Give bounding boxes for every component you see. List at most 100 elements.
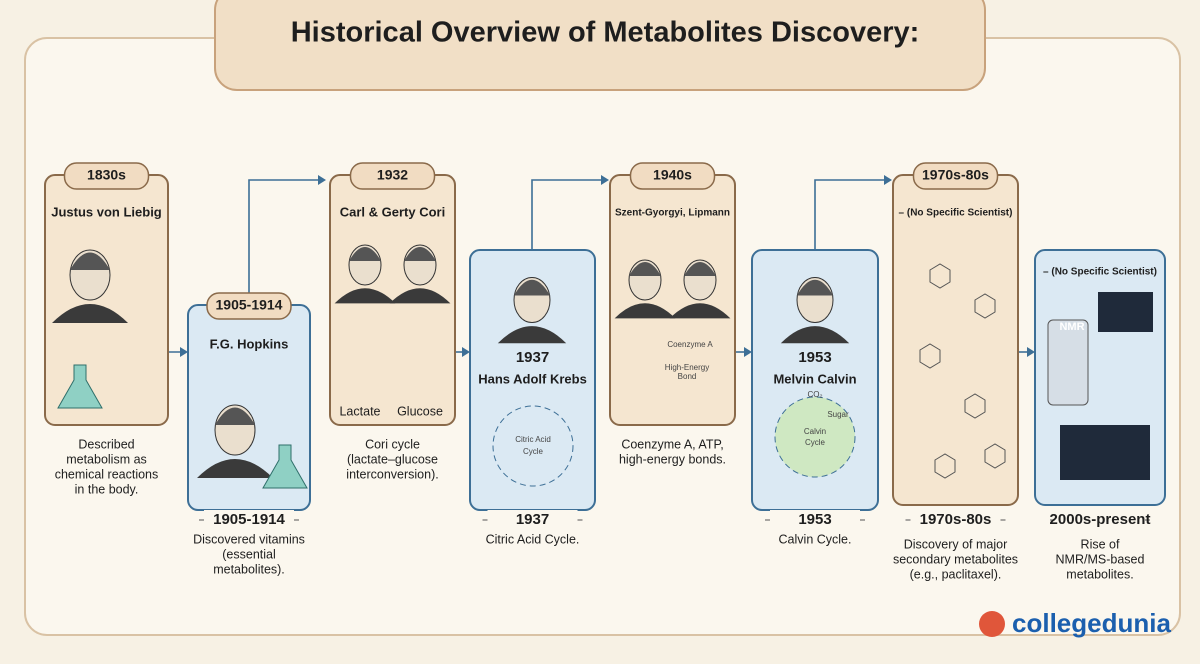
logo-icon — [979, 611, 1005, 637]
footer-period: 1953 — [798, 511, 831, 528]
footer-period: 1905-1914 — [213, 511, 285, 528]
portrait-hair — [349, 247, 381, 261]
period-tag — [206, 292, 292, 320]
period: 1932 — [377, 167, 408, 183]
illustration-label: NMR — [1059, 321, 1084, 333]
footer-bg — [1055, 510, 1145, 530]
footer-period: 1937 — [516, 511, 549, 528]
illustration-label: High-Energy — [665, 363, 709, 372]
illustration-label: CO₂ — [807, 390, 822, 399]
caption-line: high-energy bonds. — [619, 452, 726, 466]
period: 1970s-80s — [922, 167, 989, 183]
cycle-ring — [774, 396, 856, 478]
cycle-ring — [492, 405, 574, 487]
caption-line: metabolism as — [66, 452, 147, 466]
scientist: – (No Specific Scientist) — [899, 208, 1013, 219]
scientist: Hans Adolf Krebs — [478, 371, 587, 386]
arrowheads — [180, 175, 1035, 357]
portrait-hair — [215, 407, 255, 425]
caption-line: (essential — [222, 547, 276, 561]
arrowhead — [744, 347, 752, 357]
arrowhead — [462, 347, 470, 357]
portrait-body — [389, 288, 451, 304]
card — [892, 174, 1019, 506]
arrowhead — [1027, 347, 1035, 357]
arrowhead — [884, 175, 892, 185]
portrait-body — [52, 304, 128, 323]
period-tag — [912, 162, 999, 190]
period: 1830s — [87, 167, 126, 183]
illustration-label: Coenzyme A — [667, 340, 713, 349]
footer-bg — [204, 510, 294, 530]
caption-line: NMR/MS-based — [1056, 552, 1145, 566]
caption-line: in the body. — [75, 482, 139, 496]
footer-bg — [910, 510, 1001, 530]
molecule — [984, 443, 1006, 469]
illustration-label: Glucose — [397, 404, 443, 418]
caption-line: chemical reactions — [55, 467, 159, 481]
title-banner — [214, 0, 986, 91]
logo-text[interactable]: collegedunia — [1012, 608, 1171, 638]
connector — [248, 179, 322, 305]
scientist: F.G. Hopkins — [210, 336, 289, 351]
flask — [262, 444, 308, 489]
scientist: Justus von Liebig — [51, 204, 162, 219]
scientist: Szent-Gyorgyi, Lipmann — [615, 208, 730, 219]
caption-line: Coenzyme A, ATP, — [621, 437, 723, 451]
monitor — [1098, 292, 1153, 332]
period-tag — [629, 162, 716, 190]
monitor — [1060, 425, 1150, 480]
period-tag — [349, 162, 436, 190]
period-tag — [63, 162, 150, 190]
portrait-hair — [629, 262, 661, 276]
period: 1953 — [798, 349, 831, 366]
portrait-hair — [684, 262, 716, 276]
portrait-body — [614, 303, 676, 319]
caption-line: Discovered vitamins — [193, 532, 305, 546]
caption-line: interconversion). — [346, 467, 438, 481]
caption-line: Cori cycle — [365, 437, 420, 451]
portrait-body — [780, 326, 850, 344]
caption-line: (e.g., paclitaxel). — [910, 567, 1002, 581]
arrowhead — [180, 347, 188, 357]
logo: collegedunia — [979, 608, 1171, 638]
flask — [57, 364, 103, 409]
scientist: Carl & Gerty Cori — [340, 204, 445, 219]
caption-line: Rise of — [1081, 537, 1120, 551]
connector — [531, 179, 605, 250]
period: 1937 — [516, 349, 549, 366]
illustration-label: Cycle — [523, 447, 544, 456]
scientist: – (No Specific Scientist) — [1043, 267, 1157, 278]
period: 1905-1914 — [216, 297, 283, 313]
molecule — [934, 453, 956, 479]
molecule — [919, 343, 941, 369]
caption-line: Discovery of major — [904, 537, 1008, 551]
caption-line: metabolites). — [213, 562, 285, 576]
illustration-label: Cycle — [805, 438, 826, 447]
molecule — [929, 263, 951, 289]
caption-line: Citric Acid Cycle. — [486, 532, 580, 546]
footer-bg — [770, 510, 860, 530]
portrait-hair — [797, 279, 833, 296]
illustration-label: Calvin — [804, 427, 826, 436]
illustration-label: Bond — [678, 372, 697, 381]
illustration-label: Citric Acid — [515, 435, 551, 444]
footer-bg — [487, 510, 578, 530]
portrait-hair — [70, 252, 110, 270]
arrowhead — [601, 175, 609, 185]
caption-line: metabolites. — [1066, 567, 1133, 581]
connector — [814, 179, 888, 250]
caption-line: (lactate–glucose — [347, 452, 438, 466]
arrowhead — [318, 175, 326, 185]
caption-line: Described — [78, 437, 134, 451]
portrait-body — [497, 326, 567, 344]
portrait-hair — [514, 279, 550, 296]
illustration-label: Lactate — [339, 404, 380, 418]
period: 1940s — [653, 167, 692, 183]
footer-period: 2000s-present — [1050, 511, 1151, 528]
portrait-body — [669, 303, 731, 319]
illustration-label: Sugar — [827, 410, 849, 419]
caption-line: Calvin Cycle. — [779, 532, 852, 546]
scientist: Melvin Calvin — [773, 371, 856, 386]
